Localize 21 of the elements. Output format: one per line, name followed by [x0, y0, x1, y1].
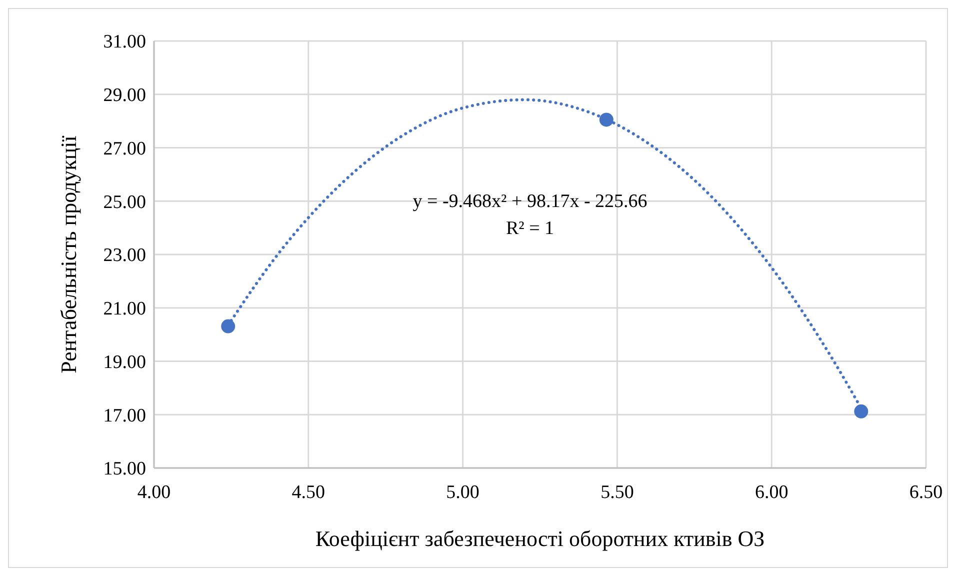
y-tick-label: 21.00 — [103, 298, 146, 320]
x-tick-label: 4.00 — [137, 482, 171, 503]
x-tick-label: 6.50 — [909, 482, 943, 503]
x-axis-title: Коефіцієнт забезпеченості оборотних ктивів ОЗ — [315, 526, 765, 551]
annotation: R² = 1 — [506, 218, 554, 239]
y-tick-label: 31.00 — [103, 32, 146, 53]
y-tick-label: 19.00 — [103, 352, 146, 373]
y-tick-label: 15.00 — [103, 458, 146, 480]
y-tick-label: 27.00 — [103, 138, 146, 160]
annotation: y = -9.468x² + 98.17x - 225.66 — [412, 191, 648, 212]
x-tick-label: 5.00 — [446, 482, 480, 503]
y-tick-label: 23.00 — [103, 245, 146, 266]
y-tick-label: 17.00 — [103, 405, 146, 426]
x-tick-label: 4.50 — [292, 482, 326, 503]
x-tick-label: 6.00 — [754, 482, 788, 503]
y-tick-label: 25.00 — [103, 192, 146, 213]
point — [221, 319, 236, 334]
point — [854, 404, 868, 418]
x-tick-label: 5.50 — [600, 482, 634, 503]
y-tick-label: 29.00 — [103, 85, 146, 106]
y-axis-title: Рентабельність продукції — [56, 134, 81, 374]
